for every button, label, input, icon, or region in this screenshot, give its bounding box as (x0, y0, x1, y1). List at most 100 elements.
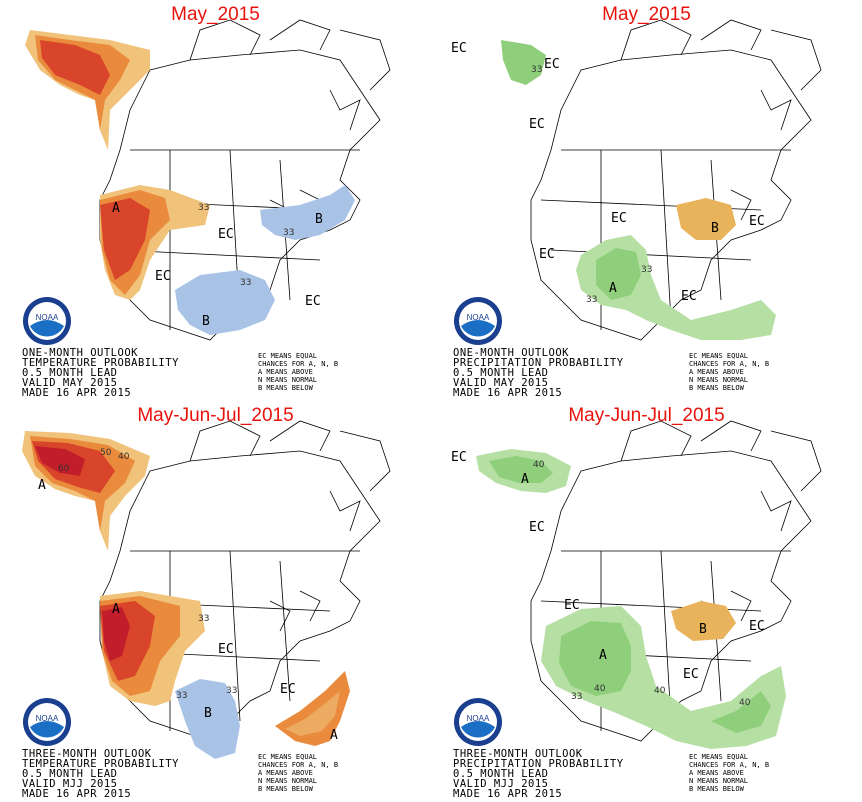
caption-line: VALID MJJ 2015 (453, 778, 549, 790)
below-region-greatlakes (671, 601, 736, 641)
caption: ONE-MONTH OUTLOOK TEMPERATURE PROBABILIT… (22, 347, 179, 399)
base-map (530, 19, 822, 341)
legend-line: N MEANS NORMAL (258, 777, 318, 785)
contour-60: 60 (58, 464, 70, 474)
legend-line: A MEANS ABOVE (258, 769, 313, 777)
label-ec: EC (749, 619, 765, 634)
caption-line: MADE 16 APR 2015 (453, 387, 563, 399)
caption: THREE-MONTH OUTLOOK PRECIPITATION PROBAB… (453, 748, 624, 800)
map-may-precipitation: A B EC EC EC EC EC EC EC 33 33 33 (451, 19, 822, 341)
label-above: A (599, 648, 607, 663)
label-ec: EC (218, 642, 234, 657)
contour-33: 33 (586, 295, 597, 305)
above-region-southwest-gulf (576, 235, 776, 340)
legend-line: N MEANS NORMAL (689, 376, 749, 384)
noaa-logo: NOAA (23, 297, 71, 345)
label-ec: EC (280, 682, 296, 697)
above-region-southwest-gulf (541, 606, 786, 749)
legend: EC MEANS EQUAL CHANCES FOR A, N, B A MEA… (689, 352, 769, 392)
noaa-logo-text: NOAA (36, 714, 59, 723)
panel-mjj-temperature: A A A B EC EC 33 33 33 40 50 60 May-Jun-… (0, 401, 431, 802)
below-region-greatlakes (676, 198, 736, 240)
panel-may-temperature: A B B EC EC EC 33 33 33 May_2015 NOAA ON… (0, 0, 431, 401)
caption-line: THREE-MONTH OUTLOOK (453, 748, 583, 760)
caption-line: VALID MJJ 2015 (22, 778, 118, 790)
caption-line: 0.5 MONTH LEAD (22, 768, 118, 780)
label-below: B (204, 706, 212, 721)
label-ec: EC (611, 211, 627, 226)
label-ec: EC (544, 57, 560, 72)
below-region-southcentral (175, 679, 240, 759)
caption-line: ONE-MONTH OUTLOOK (453, 347, 569, 359)
panel-title: May-Jun-Jul_2015 (568, 405, 725, 426)
label-ec: EC (451, 450, 467, 465)
contour-33: 33 (198, 614, 209, 624)
below-region-northeast (260, 185, 355, 240)
caption-line: ONE-MONTH OUTLOOK (22, 347, 138, 359)
label-ec: EC (305, 294, 321, 309)
contour-33: 33 (641, 265, 652, 275)
noaa-logo: NOAA (23, 698, 71, 746)
legend-line: A MEANS ABOVE (689, 769, 744, 777)
above-region-alaska (25, 30, 150, 150)
contour-50: 50 (100, 448, 112, 458)
map-mjj-temperature: A A A B EC EC 33 33 33 40 50 60 (22, 420, 391, 759)
label-above: A (112, 602, 120, 617)
map-mjj-precipitation: A A B EC EC EC EC EC 33 40 40 40 40 (451, 420, 822, 749)
caption-line: VALID MAY 2015 (453, 377, 549, 389)
label-ec: EC (683, 667, 699, 682)
caption-line: 0.5 MONTH LEAD (453, 768, 549, 780)
legend-line: CHANCES FOR A, N, B (689, 360, 770, 368)
label-above-alaska: A (38, 478, 46, 493)
noaa-logo: NOAA (454, 297, 502, 345)
contour-33: 33 (198, 203, 209, 213)
contour-40: 40 (739, 698, 751, 708)
legend-line: B MEANS BELOW (258, 785, 313, 793)
panel-title: May-Jun-Jul_2015 (137, 405, 294, 426)
panel-title: May_2015 (602, 4, 691, 25)
panel-title: May_2015 (171, 4, 260, 25)
legend-line: EC MEANS EQUAL (689, 352, 749, 360)
label-ec: EC (529, 520, 545, 535)
legend-line: EC MEANS EQUAL (258, 352, 318, 360)
above-region-alaska (501, 40, 546, 85)
above-region-southeast (275, 671, 350, 746)
legend-line: N MEANS NORMAL (689, 777, 749, 785)
panel-may-precipitation: A B EC EC EC EC EC EC EC 33 33 33 May_20… (431, 0, 862, 401)
label-ec: EC (529, 117, 545, 132)
legend-line: A MEANS ABOVE (258, 368, 313, 376)
label-ec: EC (681, 289, 697, 304)
above-region-west (100, 591, 205, 706)
label-above: A (609, 281, 617, 296)
caption: THREE-MONTH OUTLOOK TEMPERATURE PROBABIL… (22, 748, 179, 800)
label-ec: EC (749, 214, 765, 229)
noaa-logo-text: NOAA (36, 313, 59, 322)
caption-line: PRECIPITATION PROBABILITY (453, 758, 624, 770)
legend-line: CHANCES FOR A, N, B (258, 761, 339, 769)
label-below-northeast: B (315, 212, 323, 227)
above-region-west (100, 185, 210, 300)
caption-line: 0.5 MONTH LEAD (453, 367, 549, 379)
label-below: B (699, 622, 707, 637)
caption-line: THREE-MONTH OUTLOOK (22, 748, 152, 760)
contour-40: 40 (594, 684, 606, 694)
base-map (99, 420, 391, 742)
noaa-logo-text: NOAA (467, 714, 490, 723)
contour-33: 33 (176, 691, 187, 701)
caption: ONE-MONTH OUTLOOK PRECIPITATION PROBABIL… (453, 347, 624, 399)
label-above: A (112, 201, 120, 216)
contour-33: 33 (531, 65, 542, 75)
caption-line: PRECIPITATION PROBABILITY (453, 357, 624, 369)
caption-line: MADE 16 APR 2015 (22, 387, 132, 399)
noaa-logo: NOAA (454, 698, 502, 746)
legend-line: B MEANS BELOW (689, 384, 744, 392)
legend-line: A MEANS ABOVE (689, 368, 744, 376)
contour-33: 33 (226, 686, 237, 696)
legend-line: B MEANS BELOW (258, 384, 313, 392)
caption-line: 0.5 MONTH LEAD (22, 367, 118, 379)
base-map (530, 420, 822, 742)
label-ec: EC (451, 41, 467, 56)
caption-line: VALID MAY 2015 (22, 377, 118, 389)
caption-line: MADE 16 APR 2015 (22, 788, 132, 800)
legend: EC MEANS EQUAL CHANCES FOR A, N, B A MEA… (689, 753, 769, 793)
